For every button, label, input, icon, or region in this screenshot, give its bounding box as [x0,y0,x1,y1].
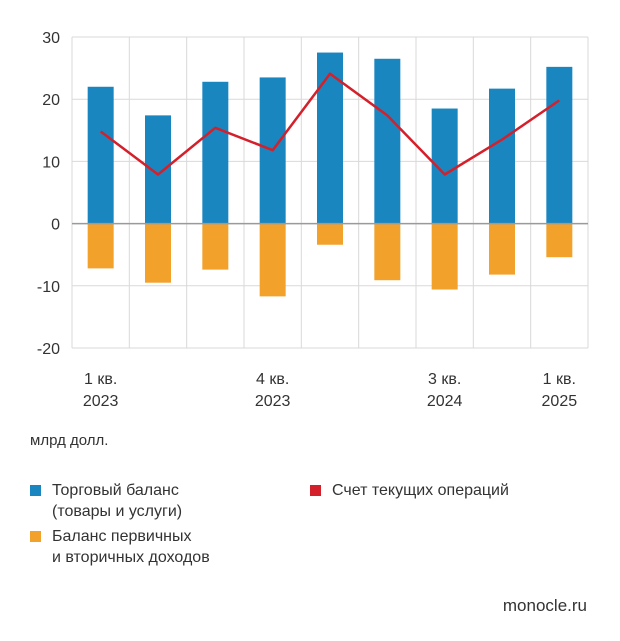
trade-balance-bars [87,52,573,224]
x-tick-label-1-line2: 2023 [255,393,291,410]
x-tick-label-0-line1: 1 кв. [84,371,117,388]
bar-income-balance-6 [431,223,458,290]
bar-income-balance-7 [489,223,515,275]
bar-trade-balance-4 [317,52,343,224]
legend-label-current-account: Счет текущих операций [332,482,509,499]
bar-income-balance-0 [87,223,114,269]
legend-swatch-income-balance [30,531,41,542]
bar-trade-balance-5 [374,58,401,224]
x-tick-label-1-line1: 4 кв. [256,371,289,388]
x-tick-label-3-line1: 1 кв. [543,371,576,388]
x-tick-label-3-line2: 2025 [542,393,578,410]
legend-swatch-trade-balance [30,485,41,496]
chart: 30 20 10 0 -10 -20 1 кв. 2023 4 кв. 2023 3 кв. 202… [37,30,589,410]
x-tick-label-2-line2: 2024 [427,393,463,410]
bar-income-balance-2 [202,223,229,270]
y-tick-label-4: -10 [37,279,60,296]
bar-trade-balance-2 [202,81,229,224]
x-tick-label-0-line2: 2023 [83,393,119,410]
bar-income-balance-3 [259,223,286,297]
y-tick-label-5: -20 [37,341,60,358]
legend-item-trade-balance: Торговый баланс (товары и услуги) [30,480,182,522]
bar-trade-balance-7 [489,88,515,224]
y-tick-label-3: 0 [51,217,60,234]
legend-label-income-balance: Баланс первичных и вторичных доходов [52,528,210,566]
source-label: monocle.ru [502,596,587,615]
current-account-line [99,72,561,176]
y-tick-label-1: 20 [42,92,60,109]
legend-swatch-current-account [310,485,321,496]
y-axis-ticks: 30 20 10 0 -10 -20 [37,30,60,358]
bar-income-balance-4 [317,223,343,245]
legend-item-income-balance: Баланс первичных и вторичных доходов [30,526,210,568]
income-balance-bars [87,223,573,297]
y-tick-label-2: 10 [42,154,60,171]
bar-income-balance-1 [145,223,171,283]
gridlines [71,36,589,349]
unit-label: млрд долл. [30,432,109,449]
bar-trade-balance-1 [145,115,171,224]
bar-trade-balance-0 [87,86,114,224]
x-axis-ticks: 1 кв. 2023 4 кв. 2023 3 кв. 2024 1 кв. 2025 [83,371,577,410]
x-tick-label-2-line1: 3 кв. [428,371,461,388]
bar-income-balance-5 [374,223,401,281]
legend-item-current-account: Счет текущих операций [310,480,509,501]
bar-trade-balance-8 [546,66,573,224]
legend-label-trade-balance: Торговый баланс (товары и услуги) [52,482,183,520]
bar-income-balance-8 [546,223,573,258]
y-tick-label-0: 30 [42,30,60,47]
